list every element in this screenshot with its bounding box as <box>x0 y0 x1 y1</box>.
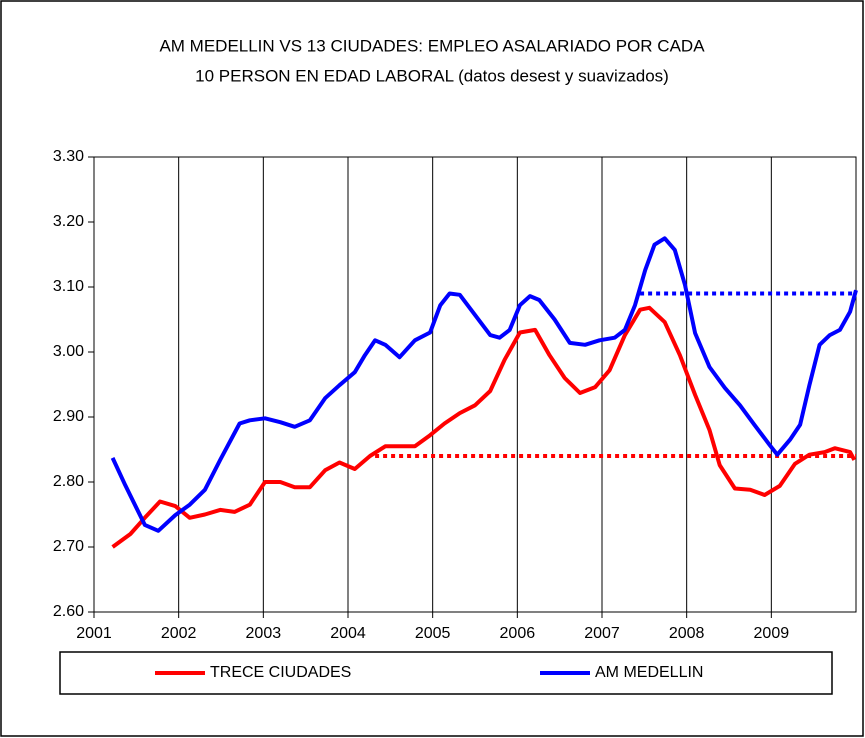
x-tick-label: 2005 <box>415 625 451 642</box>
y-tick-label: 3.00 <box>53 343 84 360</box>
chart-title: 10 PERSON EN EDAD LABORAL (datos desest … <box>195 66 669 85</box>
series-line <box>110 236 858 533</box>
y-tick-label: 3.10 <box>53 278 84 295</box>
plot-area <box>93 156 857 613</box>
y-tick-label: 3.30 <box>53 148 84 165</box>
y-tick-label: 3.20 <box>53 213 84 230</box>
x-tick-label: 2009 <box>754 625 790 642</box>
x-tick-label: 2003 <box>246 625 282 642</box>
legend-label: AM MEDELLIN <box>595 664 703 681</box>
series-line <box>111 305 857 549</box>
y-tick-label: 2.80 <box>53 473 84 490</box>
x-tick-label: 2002 <box>161 625 197 642</box>
x-tick-label: 2007 <box>584 625 620 642</box>
x-tick-label: 2004 <box>330 625 366 642</box>
x-tick-label: 2008 <box>669 625 705 642</box>
y-tick-label: 2.70 <box>53 538 84 555</box>
chart-title: AM MEDELLIN VS 13 CIUDADES: EMPLEO ASALA… <box>159 36 705 55</box>
x-tick-label: 2001 <box>76 625 112 642</box>
y-tick-label: 2.90 <box>53 408 84 425</box>
legend-label: TRECE CIUDADES <box>210 664 351 681</box>
y-tick-label: 2.60 <box>53 603 84 620</box>
x-tick-label: 2006 <box>500 625 536 642</box>
